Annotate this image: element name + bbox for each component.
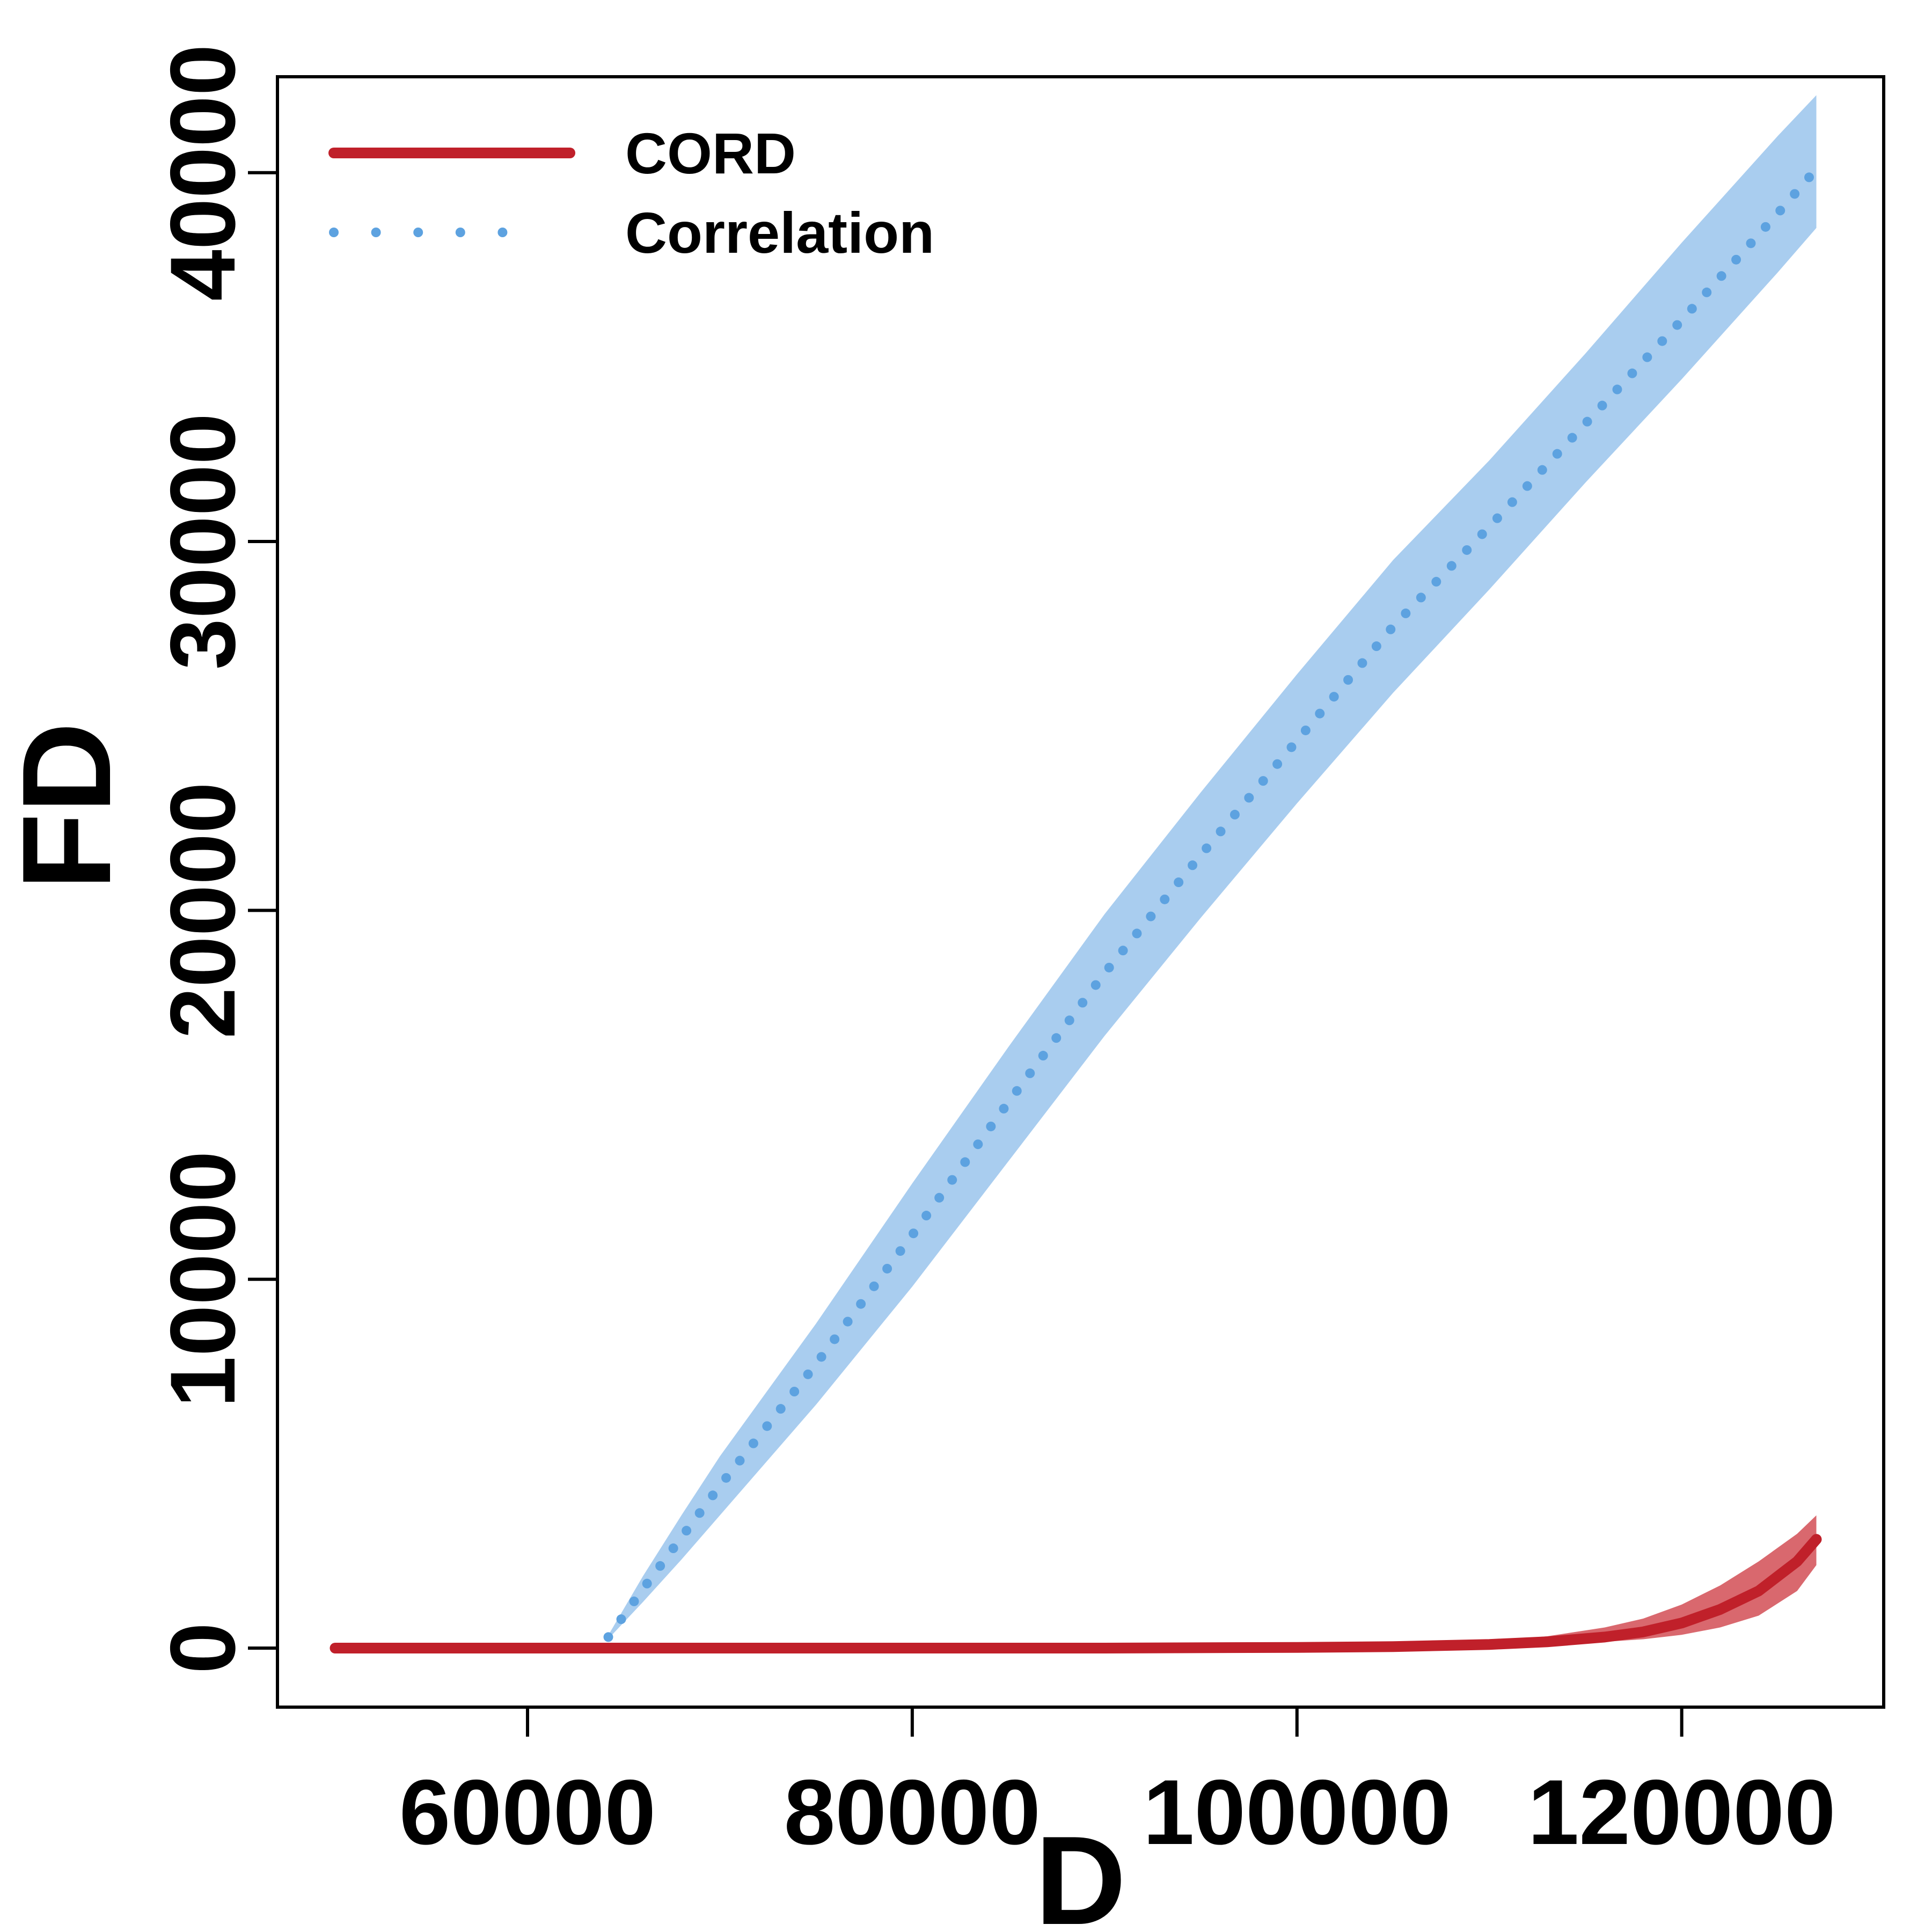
x-tick-label: 60000 [399,1761,656,1864]
band-correlation [608,95,1817,1639]
series-line-correlation [603,164,1821,1642]
series-line-cord [330,1534,1822,1653]
y-tick-label: 0 [151,1622,254,1674]
y-tick-label: 20000 [151,782,254,1038]
x-tick-label: 100000 [1143,1761,1451,1864]
band-cord [335,1515,1817,1648]
y-tick-label: 10000 [151,1151,254,1408]
series-lines [330,164,1822,1653]
x-tick-label: 80000 [784,1761,1041,1864]
y-tick-label: 30000 [151,413,254,670]
plot-frame [276,75,1885,1709]
confidence-bands [335,95,1817,1648]
y-axis-title: FD [0,722,137,890]
x-axis: 60000 80000 100000 120000 [399,1707,1836,1864]
x-tick-label: 120000 [1528,1761,1836,1864]
legend: CORD Correlation [328,121,934,265]
y-axis: 0 10000 20000 30000 40000 [151,45,277,1674]
legend-label-correlation: Correlation [625,200,934,265]
y-tick-label: 40000 [151,45,254,301]
x-axis-title: D [1035,1810,1126,1932]
legend-label-cord: CORD [625,121,796,186]
